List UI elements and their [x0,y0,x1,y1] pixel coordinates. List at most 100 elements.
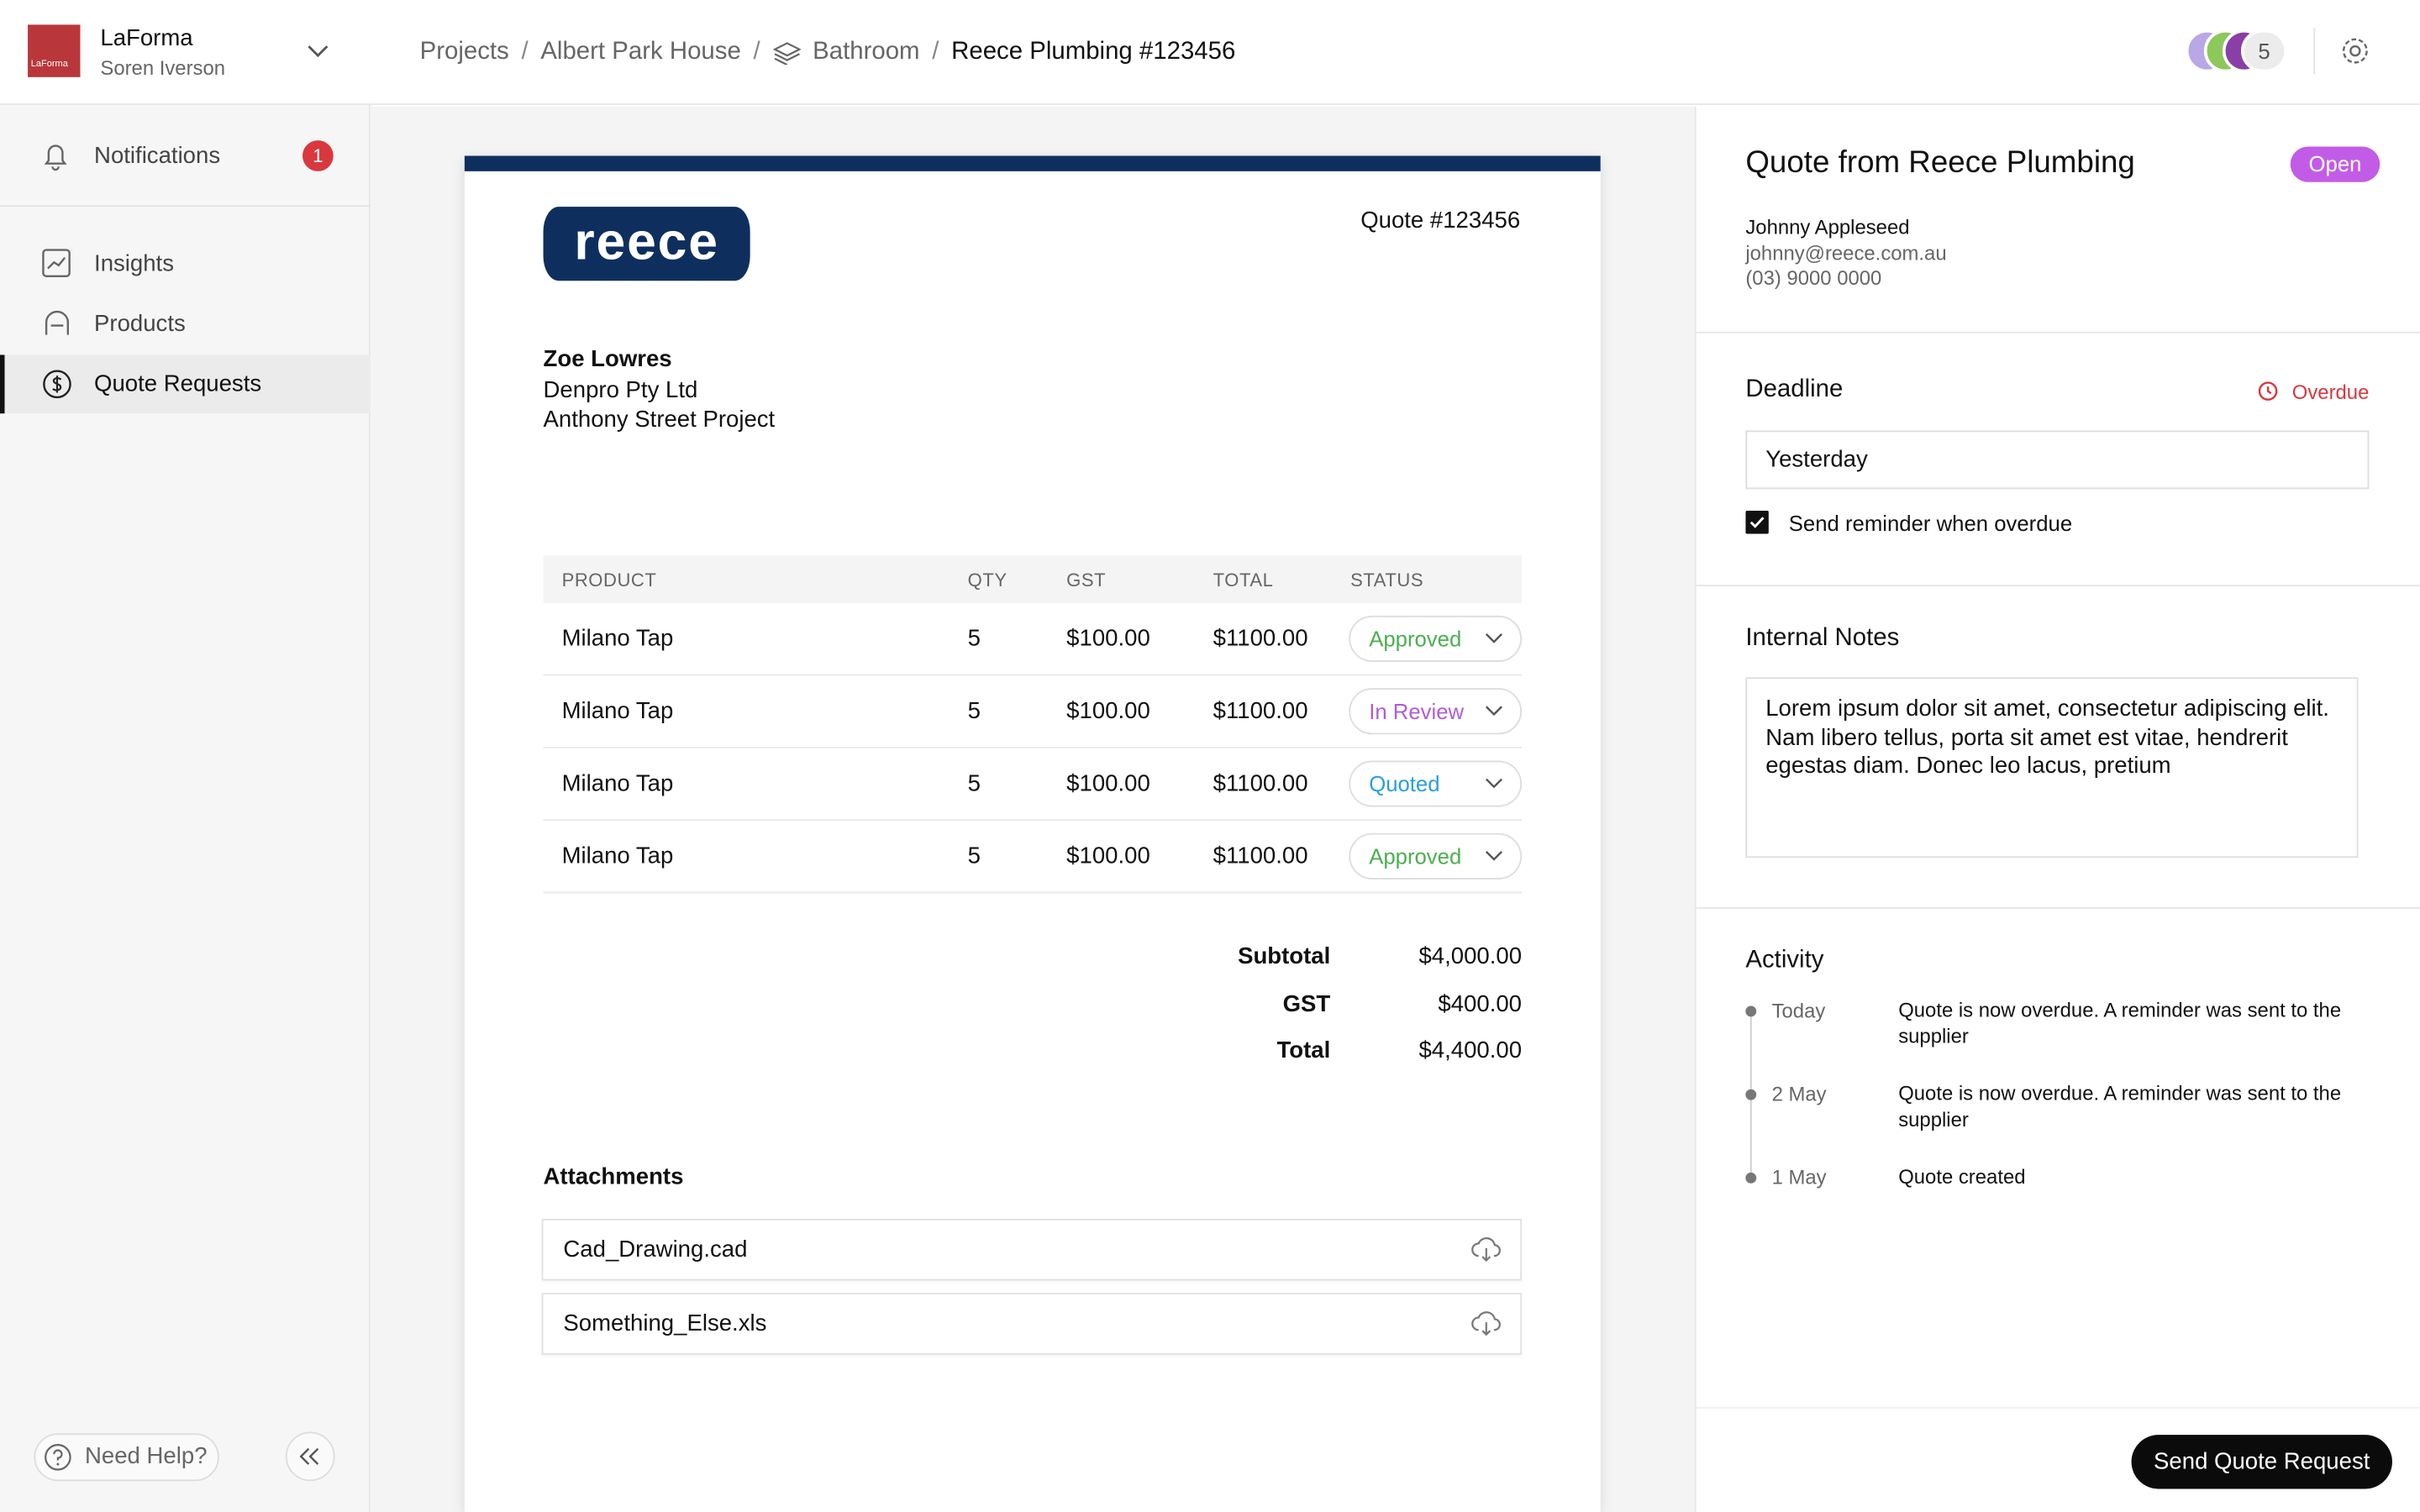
attachment[interactable] [541,1219,1523,1281]
deadline-value: Yesterday [1765,446,1868,473]
timeline-dot [1745,1172,1757,1184]
breadcrumb: Projects / Albert Park House / Bathroom / Reec… [420,39,1236,66]
recipient-company: Denpro Pty Ltd [543,377,698,404]
org-logo: LaForma [28,24,81,77]
activity-date: 1 May [1771,1165,1827,1189]
separator: / [521,38,529,66]
org-name: LaForma [100,25,193,52]
nav-item[interactable]: Notifications [94,142,221,170]
table-cell: 5 [967,698,981,725]
table-cell: $1100.00 [1213,770,1308,797]
activity-label: Activity [1745,947,1824,974]
breadcrumb-item[interactable]: Bathroom [813,38,920,66]
row-divider [543,674,1523,676]
dropdown-chevron [1485,851,1502,861]
help-text: Need Help? [85,1443,208,1470]
overdue-label: Overdue [2291,380,2370,404]
status-value: Approved [1369,626,1462,652]
separator: / [932,38,939,66]
breadcrumb-item[interactable]: Albert Park House [540,38,741,66]
divider [1696,1407,2420,1409]
table-cell: Milano Tap [561,625,674,653]
table-cell: $100.00 [1066,770,1150,797]
dollar-icon [43,370,71,399]
recipient-project: Anthony Street Project [543,406,776,433]
total-value: $4,400.00 [1418,1037,1523,1064]
table-cell: 5 [967,625,981,653]
layers-icon [772,40,801,66]
org-logo-text: LaForma [30,60,68,70]
contact-email[interactable]: johnny@reece.com.au [1745,241,1947,265]
notes-label: Internal Notes [1745,624,1900,652]
user-name: Soren Iverson [100,56,226,80]
quote-number: Quote #123456 [1360,207,1521,234]
total-label: Subtotal [1238,943,1331,970]
row-divider [543,891,1523,894]
column-header: PRODUCT [561,569,657,591]
table-cell: Milano Tap [561,770,674,797]
status-select[interactable] [1349,760,1523,807]
total-label: Total [1276,1037,1331,1064]
contact-name: Johnny Appleseed [1745,215,1910,239]
insights-icon [42,249,71,277]
column-header: TOTAL [1213,569,1274,591]
table-cell: Milano Tap [561,843,674,870]
bell-icon [44,144,67,171]
contact-phone: (03) 9000 0000 [1745,265,1882,290]
nav-item[interactable]: Insights [94,250,175,277]
activity-text: Quote is now overdue. A reminder was sen… [1898,1081,2342,1131]
products-icon [45,310,70,335]
download-icon[interactable] [1470,1236,1502,1263]
nav-item[interactable]: Quote Requests [94,370,262,397]
attachment[interactable] [541,1293,1523,1355]
attachment-name: Cad_Drawing.cad [563,1236,748,1263]
status-select[interactable] [1349,688,1523,735]
clock-icon [2258,381,2278,401]
table-cell: $100.00 [1066,625,1150,653]
help-button[interactable] [34,1433,219,1482]
status-value: In Review [1369,699,1465,724]
top-bar [370,0,2420,105]
send-button[interactable]: Send Quote Request [2131,1435,2392,1489]
divider [1696,585,2420,586]
dropdown-chevron [1485,778,1502,789]
status-select[interactable] [1349,832,1523,879]
status-value: Quoted [1369,771,1440,796]
sidebar [0,0,371,1512]
table-cell: 5 [967,770,981,797]
detail-panel [1694,106,2420,1512]
chevron[interactable] [308,43,329,58]
column-header: STATUS [1350,569,1424,591]
table-header [543,555,1523,604]
checkbox[interactable] [1745,510,1769,534]
column-header: GST [1066,569,1107,591]
attachments-title: Attachments [543,1163,684,1191]
download-icon[interactable] [1470,1310,1502,1337]
breadcrumb-item[interactable]: Projects [419,38,509,66]
reminder-label: Send reminder when overdue [1788,510,2073,536]
table-cell: $100.00 [1066,843,1150,870]
timeline-dot [1745,1089,1757,1100]
active-nav [0,354,371,414]
status-select[interactable] [1349,615,1523,662]
deadline-input[interactable] [1745,430,2370,490]
activity-text: Quote is now overdue. A reminder was sen… [1898,998,2342,1047]
status-value: Approved [1369,843,1462,869]
activity-date: 2 May [1771,1082,1827,1106]
table-cell: 5 [967,843,981,870]
nav-item[interactable]: Products [94,311,186,338]
recipient-name: Zoe Lowres [543,346,672,373]
more-avatars[interactable]: 5 [2240,29,2288,73]
settings-icon[interactable] [2339,35,2370,66]
deadline-label: Deadline [1745,376,1844,403]
total-value: $4,000.00 [1418,943,1523,970]
notes-textarea[interactable]: Lorem ipsum dolor sit amet, consectetur … [1745,677,2359,858]
row-divider [543,819,1523,822]
divider [2313,28,2316,75]
panel-title: Quote from Reece Plumbing [1745,145,2135,180]
table-cell: $1100.00 [1213,698,1308,725]
total-label: GST [1282,991,1331,1018]
supplier-logo: reece [543,207,750,281]
divider [0,205,371,207]
